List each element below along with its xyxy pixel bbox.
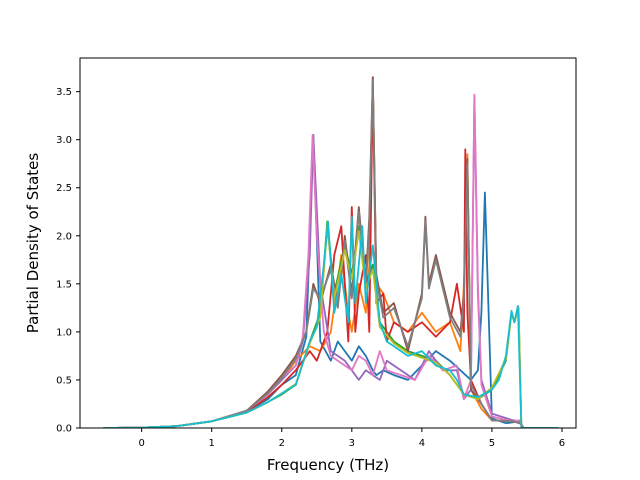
series-layer (103, 76, 559, 428)
x-tick-label: 1 (209, 438, 215, 449)
x-tick-label: 6 (559, 438, 565, 449)
y-tick-label: 0.0 (56, 424, 72, 435)
plot-frame (79, 57, 577, 429)
x-tick-label: 3 (349, 438, 355, 449)
y-axis-ticks: 0.0 0.5 1.0 1.5 2.0 2.5 3.0 3.5 (56, 87, 80, 435)
y-tick-label: 2.0 (56, 231, 72, 242)
y-tick-label: 1.0 (56, 327, 72, 338)
y-axis-title: Partial Density of States (24, 153, 42, 334)
y-tick-label: 3.5 (56, 87, 72, 98)
series-line-10 (103, 215, 559, 428)
x-tick-label: 4 (419, 438, 425, 449)
x-axis-ticks: 0 1 2 3 4 5 6 (138, 428, 565, 449)
x-tick-label: 5 (489, 438, 495, 449)
y-tick-label: 0.5 (56, 375, 72, 386)
x-tick-label: 0 (138, 438, 144, 449)
y-tick-label: 2.5 (56, 183, 72, 194)
y-tick-label: 3.0 (56, 135, 72, 146)
x-tick-label: 2 (279, 438, 285, 449)
x-axis-title: Frequency (THz) (267, 456, 389, 474)
y-tick-label: 1.5 (56, 279, 72, 290)
series-line-8 (103, 79, 559, 428)
